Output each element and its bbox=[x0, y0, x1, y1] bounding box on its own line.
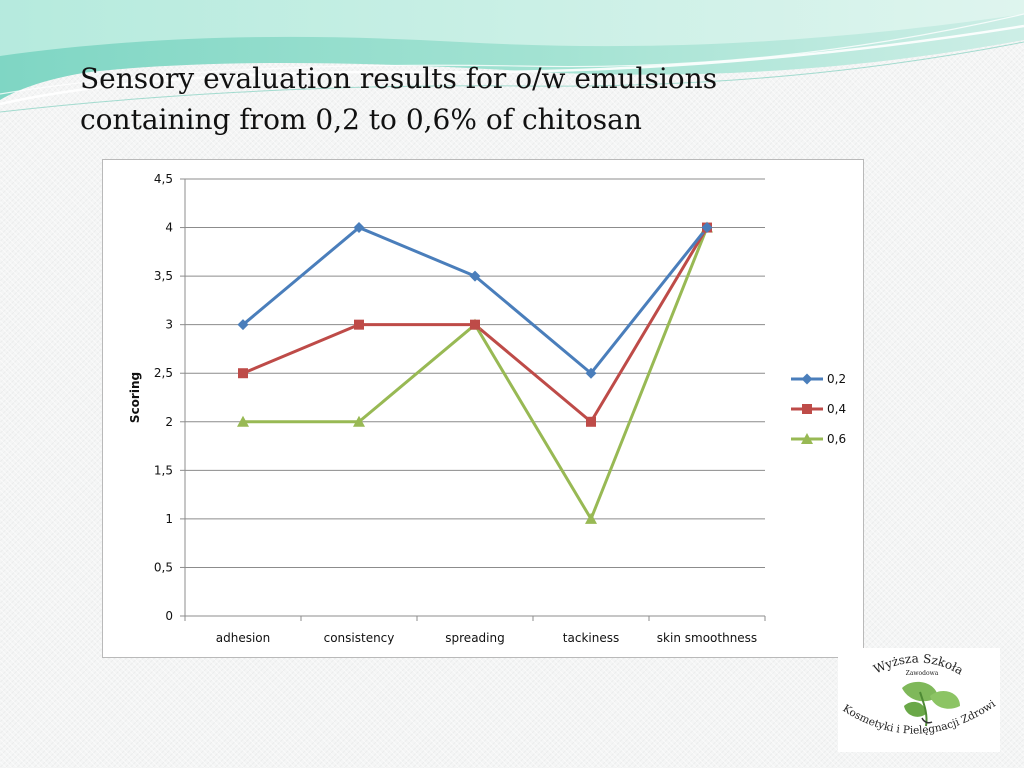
data-point-1 bbox=[238, 368, 248, 379]
y-tick-label: 3,5 bbox=[154, 269, 173, 283]
y-tick-label: 0 bbox=[165, 609, 173, 623]
data-point-1 bbox=[470, 319, 480, 330]
y-tick-label: 4,5 bbox=[154, 172, 173, 186]
header-wave-decoration bbox=[0, 0, 1024, 113]
leaf-icon bbox=[902, 681, 960, 727]
logo-text-sub: Zawodowa bbox=[906, 670, 939, 677]
y-tick-label: 3 bbox=[165, 318, 173, 332]
y-tick-label: 2,5 bbox=[154, 366, 173, 380]
school-logo: Wyższa Szkoła Zawodowa Kosmetyki i Pielę… bbox=[835, 639, 1000, 752]
legend-marker bbox=[801, 433, 813, 444]
legend-label: 0,2 bbox=[827, 372, 846, 386]
x-tick-label: skin smoothness bbox=[657, 631, 757, 645]
data-point-1 bbox=[586, 416, 596, 427]
legend-label: 0,6 bbox=[827, 432, 846, 446]
school-logo-graphic: Wyższa Szkoła Zawodowa Kosmetyki i Pielę… bbox=[835, 639, 998, 737]
legend-marker bbox=[801, 373, 813, 385]
data-point-0 bbox=[469, 270, 481, 282]
data-point-2 bbox=[237, 415, 249, 427]
x-tick-label: adhesion bbox=[216, 631, 271, 645]
data-point-0 bbox=[353, 222, 365, 234]
data-point-0 bbox=[701, 222, 713, 234]
x-tick-label: consistency bbox=[324, 631, 395, 645]
data-point-2 bbox=[585, 512, 597, 524]
y-tick-label: 0,5 bbox=[154, 560, 173, 574]
y-tick-label: 1,5 bbox=[154, 463, 173, 477]
x-tick-label: tackiness bbox=[563, 631, 619, 645]
slide-title-line-2: containing from 0,2 to 0,6% of chitosan bbox=[80, 103, 642, 136]
line-chart: 0 0,5 1 1,5 2 2,5 3 3,5 4 4,5 adhesion consistency s… bbox=[128, 172, 846, 645]
slide-title-line-1: Sensory evaluation results for o/w emuls… bbox=[80, 62, 718, 95]
legend-label: 0,4 bbox=[827, 402, 846, 416]
y-axis-title: Scoring bbox=[128, 372, 142, 423]
y-tick-label: 1 bbox=[165, 512, 173, 526]
data-point-2 bbox=[353, 415, 365, 427]
chart-area: 0 0,5 1 1,5 2 2,5 3 3,5 4 4,5 adhesion consistency s… bbox=[102, 159, 864, 658]
data-point-0 bbox=[585, 367, 597, 379]
series-line-0 bbox=[242, 226, 709, 375]
legend-marker bbox=[802, 404, 812, 414]
x-tick-label: spreading bbox=[445, 631, 504, 645]
y-tick-label: 4 bbox=[165, 221, 173, 235]
data-point-1 bbox=[354, 319, 364, 330]
slide-title: Sensory evaluation results for o/w emuls… bbox=[80, 58, 780, 140]
y-tick-label: 2 bbox=[165, 415, 173, 429]
data-point-0 bbox=[237, 319, 249, 331]
